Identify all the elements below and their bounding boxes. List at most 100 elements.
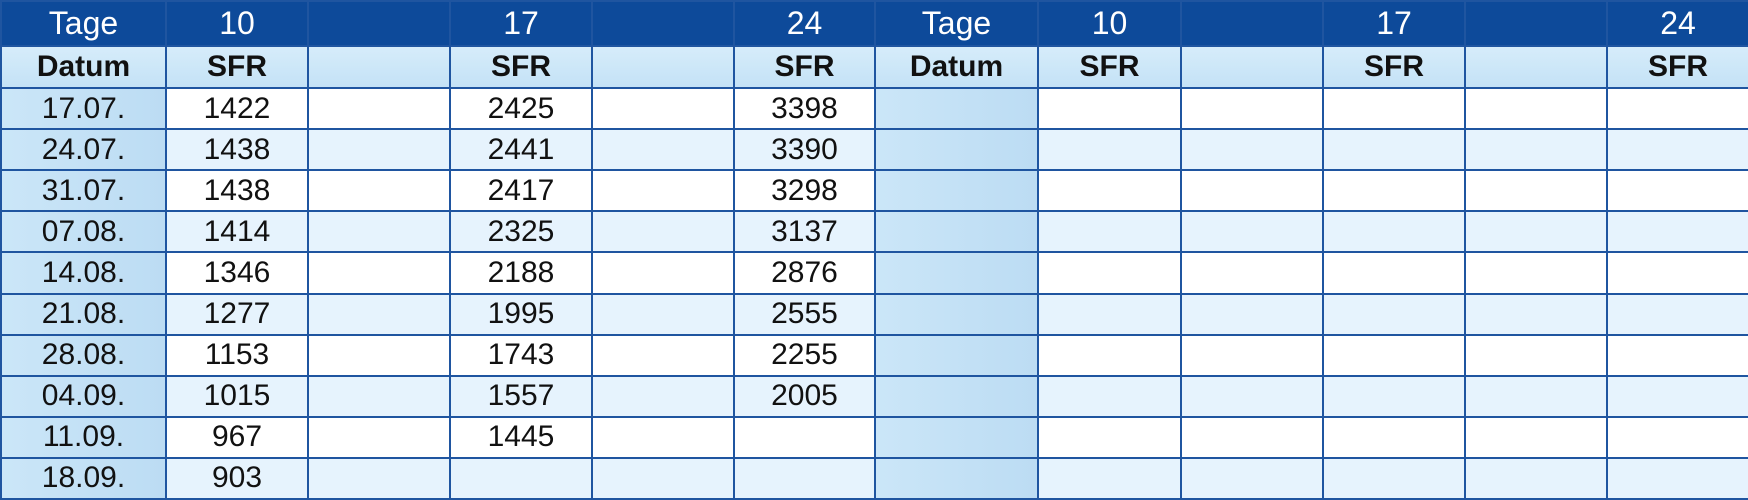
cell-empty [1180, 374, 1324, 418]
cell-sfr-24: 3298 [733, 169, 876, 213]
cell-empty [1322, 456, 1466, 500]
cell-sfr-17: 2425 [449, 87, 593, 131]
cell-empty [1322, 87, 1466, 131]
table-row: 31.07. 1438 2417 3298 [0, 169, 1748, 213]
cell-empty [1606, 210, 1748, 254]
cell-datum [874, 456, 1039, 500]
header-sfr: SFR [1322, 45, 1466, 90]
cell-sfr-10: 1346 [165, 251, 309, 295]
cell-empty [1606, 251, 1748, 295]
cell-sfr-24: 2876 [733, 251, 876, 295]
cell-empty [1180, 87, 1324, 131]
cell-datum: 31.07. [0, 169, 167, 213]
cell-datum: 28.08. [0, 333, 167, 377]
table-row: 14.08. 1346 2188 2876 [0, 251, 1748, 295]
cell-empty [307, 251, 451, 295]
table-row: 11.09. 967 1445 [0, 415, 1748, 459]
cell-empty [1037, 128, 1182, 172]
cell-empty [1037, 169, 1182, 213]
cell-empty [1037, 415, 1182, 459]
header-day [1464, 0, 1608, 48]
cell-empty [1464, 87, 1608, 131]
cell-sfr-10: 1422 [165, 87, 309, 131]
header-day [591, 0, 735, 48]
cell-empty [307, 169, 451, 213]
header-sfr: SFR [165, 45, 309, 90]
cell-empty [1180, 128, 1324, 172]
cell-empty [591, 169, 735, 213]
cell-empty [1464, 128, 1608, 172]
cell-empty [591, 210, 735, 254]
cell-empty [1322, 128, 1466, 172]
cell-empty [1606, 128, 1748, 172]
cell-datum [874, 374, 1039, 418]
cell-empty [307, 128, 451, 172]
header-sfr: SFR [1606, 45, 1748, 90]
cell-empty [1322, 292, 1466, 336]
cell-empty [1180, 333, 1324, 377]
cell-empty [1322, 210, 1466, 254]
cell-sfr-17 [449, 456, 593, 500]
cell-empty [307, 456, 451, 500]
table-row: 18.09. 903 [0, 456, 1748, 500]
cell-empty [1037, 456, 1182, 500]
cell-empty [307, 210, 451, 254]
cell-sfr-17: 2188 [449, 251, 593, 295]
header-sfr: SFR [1037, 45, 1182, 90]
table-row: 17.07. 1422 2425 3398 [0, 87, 1748, 131]
cell-datum [874, 415, 1039, 459]
cell-empty [1037, 292, 1182, 336]
cell-sfr-10: 1438 [165, 128, 309, 172]
cell-sfr-24: 3398 [733, 87, 876, 131]
cell-sfr-24: 2255 [733, 333, 876, 377]
cell-empty [1180, 210, 1324, 254]
header-sfr [591, 45, 735, 90]
cell-empty [1464, 210, 1608, 254]
header-datum: Datum [874, 45, 1039, 90]
cell-datum: 17.07. [0, 87, 167, 131]
cell-empty [1037, 333, 1182, 377]
cell-empty [1464, 415, 1608, 459]
header-day: 17 [449, 0, 593, 48]
header-sfr [307, 45, 451, 90]
cell-empty [591, 333, 735, 377]
cell-sfr-17: 1557 [449, 374, 593, 418]
cell-empty [1606, 169, 1748, 213]
header-day [1180, 0, 1324, 48]
cell-datum [874, 128, 1039, 172]
cell-datum: 04.09. [0, 374, 167, 418]
header-sfr: SFR [733, 45, 876, 90]
cell-sfr-17: 2417 [449, 169, 593, 213]
cell-empty [307, 292, 451, 336]
cell-datum [874, 87, 1039, 131]
table-row: 21.08. 1277 1995 2555 [0, 292, 1748, 336]
cell-empty [1606, 415, 1748, 459]
cell-datum [874, 292, 1039, 336]
cell-sfr-17: 2441 [449, 128, 593, 172]
cell-empty [1180, 415, 1324, 459]
header-sfr [1464, 45, 1608, 90]
cell-empty [1464, 292, 1608, 336]
cell-sfr-17: 1445 [449, 415, 593, 459]
cell-empty [1322, 374, 1466, 418]
cell-datum: 14.08. [0, 251, 167, 295]
cell-empty [591, 292, 735, 336]
cell-empty [1606, 374, 1748, 418]
cell-datum [874, 251, 1039, 295]
cell-datum: 07.08. [0, 210, 167, 254]
cell-datum [874, 169, 1039, 213]
cell-empty [1180, 251, 1324, 295]
cell-sfr-10: 1438 [165, 169, 309, 213]
cell-empty [1464, 456, 1608, 500]
cell-empty [1606, 87, 1748, 131]
cell-empty [307, 87, 451, 131]
cell-sfr-24: 2005 [733, 374, 876, 418]
header-row-labels: Datum SFR SFR SFR Datum SFR SFR SFR [0, 45, 1748, 90]
cell-datum [874, 210, 1039, 254]
cell-sfr-10: 903 [165, 456, 309, 500]
cell-empty [1464, 374, 1608, 418]
cell-empty [1606, 456, 1748, 500]
header-tage: Tage [874, 0, 1039, 48]
cell-empty [1606, 292, 1748, 336]
